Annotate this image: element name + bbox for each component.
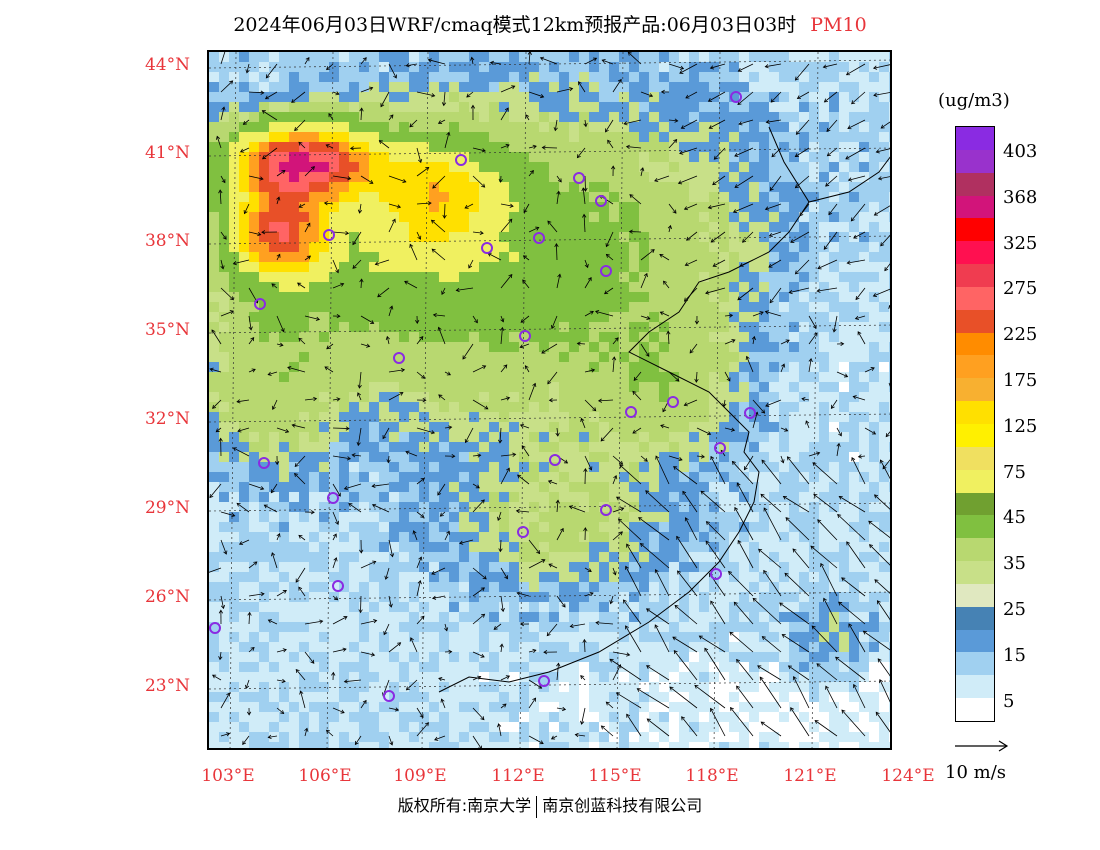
wind-reference-arrow-icon <box>955 740 1009 752</box>
copyright-company: 南京创蓝科技有限公司 <box>542 796 703 815</box>
legend-unit: (ug/m3) <box>938 90 1010 111</box>
legend-swatch <box>956 538 994 562</box>
legend-swatch <box>956 561 994 585</box>
legend-swatch <box>956 515 994 539</box>
lat-label: 23°N <box>144 676 190 696</box>
legend-swatch <box>956 492 994 516</box>
city-marker-icon <box>730 91 742 103</box>
city-marker-icon <box>519 330 531 342</box>
lat-label: 38°N <box>144 231 190 251</box>
concentration-field <box>209 52 890 748</box>
city-marker-icon <box>533 232 545 244</box>
map-title: 2024年06月03日WRF/cmaq模式12km预报产品:06月03日03时 P… <box>0 10 1100 37</box>
legend-swatch <box>956 606 994 631</box>
legend-swatch <box>956 401 994 425</box>
lon-label: 106°E <box>298 766 352 786</box>
lon-label: 109°E <box>393 766 447 786</box>
lon-label: 115°E <box>588 766 642 786</box>
legend-swatch <box>956 149 994 174</box>
city-marker-icon <box>209 622 221 634</box>
legend-swatch <box>956 241 994 265</box>
city-marker-icon <box>600 504 612 516</box>
city-marker-icon <box>517 526 529 538</box>
legend-swatch <box>956 309 994 334</box>
lat-label: 35°N <box>144 320 190 340</box>
city-marker-icon <box>710 568 722 580</box>
lon-label: 112°E <box>491 766 545 786</box>
legend-swatch <box>956 675 994 699</box>
city-markers <box>209 91 756 702</box>
legend-swatch <box>956 424 994 448</box>
city-marker-icon <box>667 396 679 408</box>
legend-swatch <box>956 332 994 356</box>
map-panel[interactable] <box>207 50 892 750</box>
city-marker-icon <box>327 492 339 504</box>
legend-tick-label: 75 <box>1003 461 1026 483</box>
city-marker-icon <box>254 298 266 310</box>
legend-swatch <box>956 469 994 494</box>
pollutant-label: PM10 <box>810 14 867 36</box>
legend-tick-label: 368 <box>1003 186 1038 208</box>
copyright-divider <box>536 795 538 818</box>
legend-tick-label: 325 <box>1003 232 1038 254</box>
lat-label: 41°N <box>144 143 190 163</box>
lat-label: 29°N <box>144 498 190 518</box>
legend-tick-label: 5 <box>1003 690 1015 712</box>
legend-swatch <box>956 446 994 471</box>
legend-tick-label: 45 <box>1003 507 1026 529</box>
legend-swatch <box>956 378 994 402</box>
legend-swatch <box>956 127 994 151</box>
city-marker-icon <box>573 172 585 184</box>
lon-label: 124°E <box>881 766 935 786</box>
lat-label: 26°N <box>144 587 190 607</box>
legend-swatch <box>956 218 994 242</box>
legend-swatch <box>956 264 994 288</box>
wind-reference-label: 10 m/s <box>945 762 1006 783</box>
coastline <box>438 126 890 693</box>
legend-swatch <box>956 583 994 608</box>
city-marker-icon <box>600 265 612 277</box>
legend-swatch <box>956 286 994 311</box>
color-legend <box>955 126 995 722</box>
city-marker-icon <box>258 457 270 469</box>
legend-tick-label: 175 <box>1003 370 1038 391</box>
legend-tick-label: 275 <box>1003 278 1038 300</box>
city-marker-icon <box>332 580 344 592</box>
pm10-concentration-map[interactable] <box>209 52 892 750</box>
legend-tick-label: 125 <box>1003 415 1038 437</box>
legend-tick-label: 15 <box>1003 644 1026 666</box>
legend-tick-label: 35 <box>1003 553 1026 575</box>
city-marker-icon <box>455 154 467 166</box>
wind-vectors <box>209 52 890 748</box>
copyright-owner: 版权所有:南京大学 <box>397 796 532 815</box>
city-marker-icon <box>323 229 335 241</box>
city-marker-icon <box>393 352 405 364</box>
legend-swatch <box>956 172 994 197</box>
lon-label: 121°E <box>783 766 837 786</box>
legend-tick-label: 25 <box>1003 599 1026 620</box>
lat-label: 32°N <box>144 409 190 429</box>
lon-label: 118°E <box>685 766 739 786</box>
city-marker-icon <box>714 442 726 454</box>
legend-swatch <box>956 355 994 379</box>
city-marker-icon <box>538 675 550 687</box>
city-marker-icon <box>549 454 561 466</box>
city-marker-icon <box>625 406 637 418</box>
title-main: 2024年06月03日WRF/cmaq模式12km预报产品:06月03日03时 <box>233 14 797 36</box>
lon-label: 103°E <box>201 766 255 786</box>
legend-tick-label: 403 <box>1003 141 1038 162</box>
lat-label: 44°N <box>144 55 190 75</box>
legend-swatch <box>956 652 994 676</box>
city-marker-icon <box>744 407 756 419</box>
legend-swatch <box>956 195 994 219</box>
legend-swatch <box>956 698 994 722</box>
legend-swatch <box>956 629 994 653</box>
city-marker-icon <box>481 242 493 254</box>
city-marker-icon <box>383 690 395 702</box>
copyright-footer: 版权所有:南京大学 南京创蓝科技有限公司 <box>0 792 1100 818</box>
legend-tick-label: 225 <box>1003 324 1038 346</box>
city-marker-icon <box>595 195 607 207</box>
